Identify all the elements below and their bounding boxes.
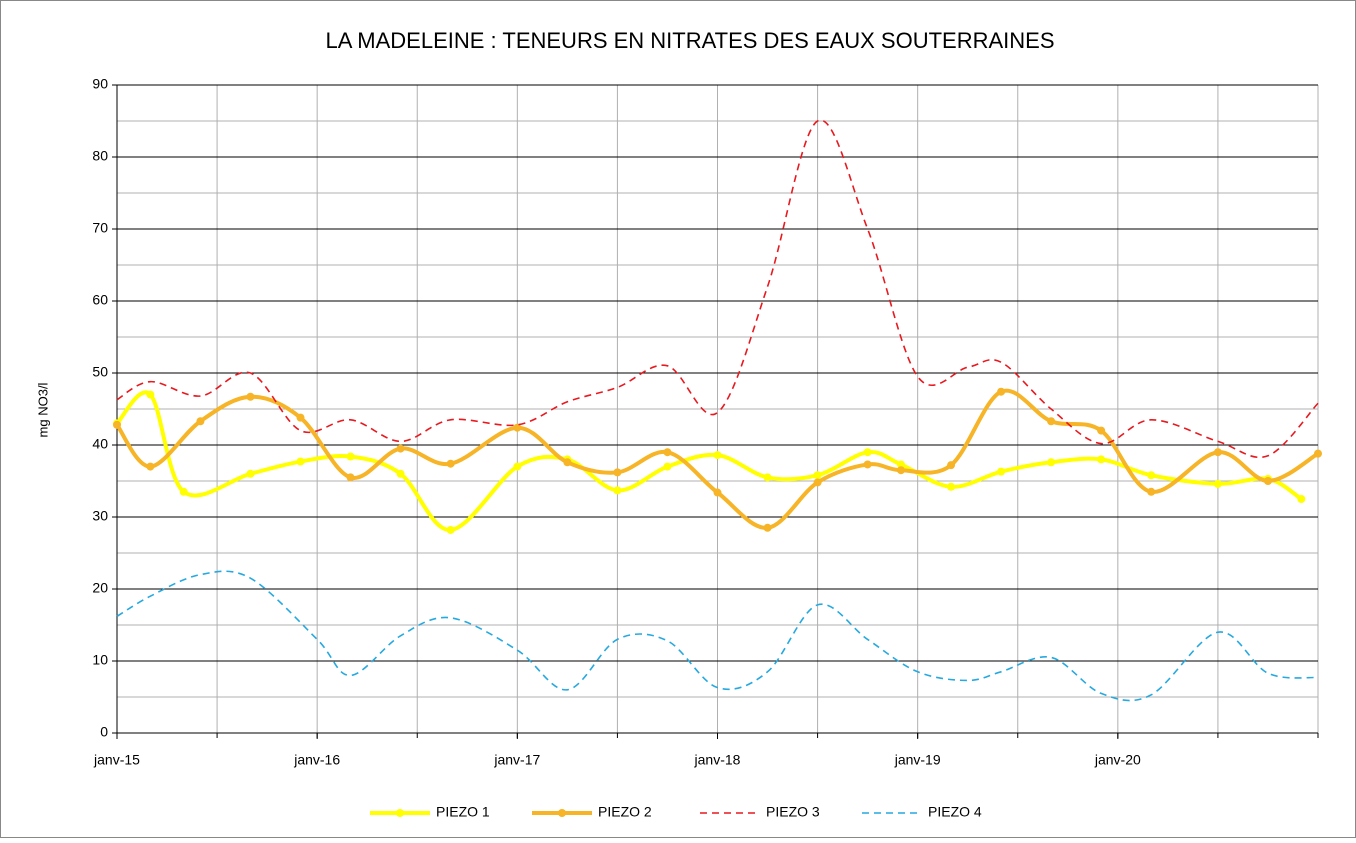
series-marker [997,387,1006,396]
series-marker [346,452,355,461]
series-marker [613,468,622,477]
x-tick-label: janv-16 [293,752,340,768]
legend-marker [396,809,404,817]
series-marker [997,467,1006,476]
series-marker [196,417,205,426]
series-marker [113,420,121,429]
series-marker [613,486,622,495]
series-marker [1047,417,1056,426]
series-marker [1314,449,1322,458]
legend-label: PIEZO 2 [598,804,652,820]
series-line [116,570,1319,702]
series-marker [1263,477,1272,485]
series-marker [813,471,822,480]
y-tick-label: 80 [92,148,108,164]
y-tick-label: 20 [92,580,108,596]
y-tick-label: 30 [92,508,108,524]
series-marker [513,423,522,432]
y-tick-label: 0 [100,724,108,740]
series-marker [663,462,672,471]
series-marker [1147,471,1156,480]
series-marker [813,478,822,487]
series-marker [146,390,155,399]
series-marker [713,451,722,460]
series-marker [947,461,956,470]
series-marker [1047,458,1056,467]
series-marker [1147,487,1156,496]
series-marker [863,448,872,457]
x-tick-label: janv-18 [694,752,741,768]
series-marker [1097,426,1106,435]
series-marker [513,462,522,471]
series-marker [296,457,305,466]
series-marker [1213,479,1222,488]
y-axis-label: mg NO3/l [35,382,50,437]
series-marker [1097,455,1106,464]
y-tick-label: 90 [92,76,108,92]
x-tick-label: janv-19 [894,752,941,768]
series-marker [947,482,956,491]
legend-label: PIEZO 1 [436,804,490,820]
series-marker [396,444,405,453]
series-marker [896,460,905,469]
series-marker [563,458,572,467]
series-marker [146,462,155,471]
series-marker [246,392,255,401]
series-marker [396,469,405,478]
series-marker [863,460,872,469]
x-tick-label: janv-15 [93,752,140,768]
series-line [116,119,1319,459]
series-marker [246,469,255,478]
series-marker [179,487,188,496]
y-tick-label: 60 [92,292,108,308]
y-tick-label: 50 [92,364,108,380]
legend-label: PIEZO 3 [766,804,820,820]
series-marker [446,525,455,534]
series-marker [1213,448,1222,457]
y-tick-label: 70 [92,220,108,236]
y-tick-label: 40 [92,436,108,452]
series-marker [346,473,355,482]
series-marker [763,523,772,532]
series-marker [663,448,672,457]
series-marker [446,459,455,468]
legend-marker [558,809,566,817]
legend-label: PIEZO 4 [928,804,982,820]
series-marker [896,466,905,475]
series-marker [763,473,772,482]
x-tick-label: janv-20 [1094,752,1141,768]
series-marker [296,413,305,422]
series-marker [1297,495,1306,503]
y-tick-label: 10 [92,652,108,668]
series-marker [713,488,722,497]
chart-title: LA MADELEINE : TENEURS EN NITRATES DES E… [325,28,1054,53]
x-tick-label: janv-17 [493,752,540,768]
